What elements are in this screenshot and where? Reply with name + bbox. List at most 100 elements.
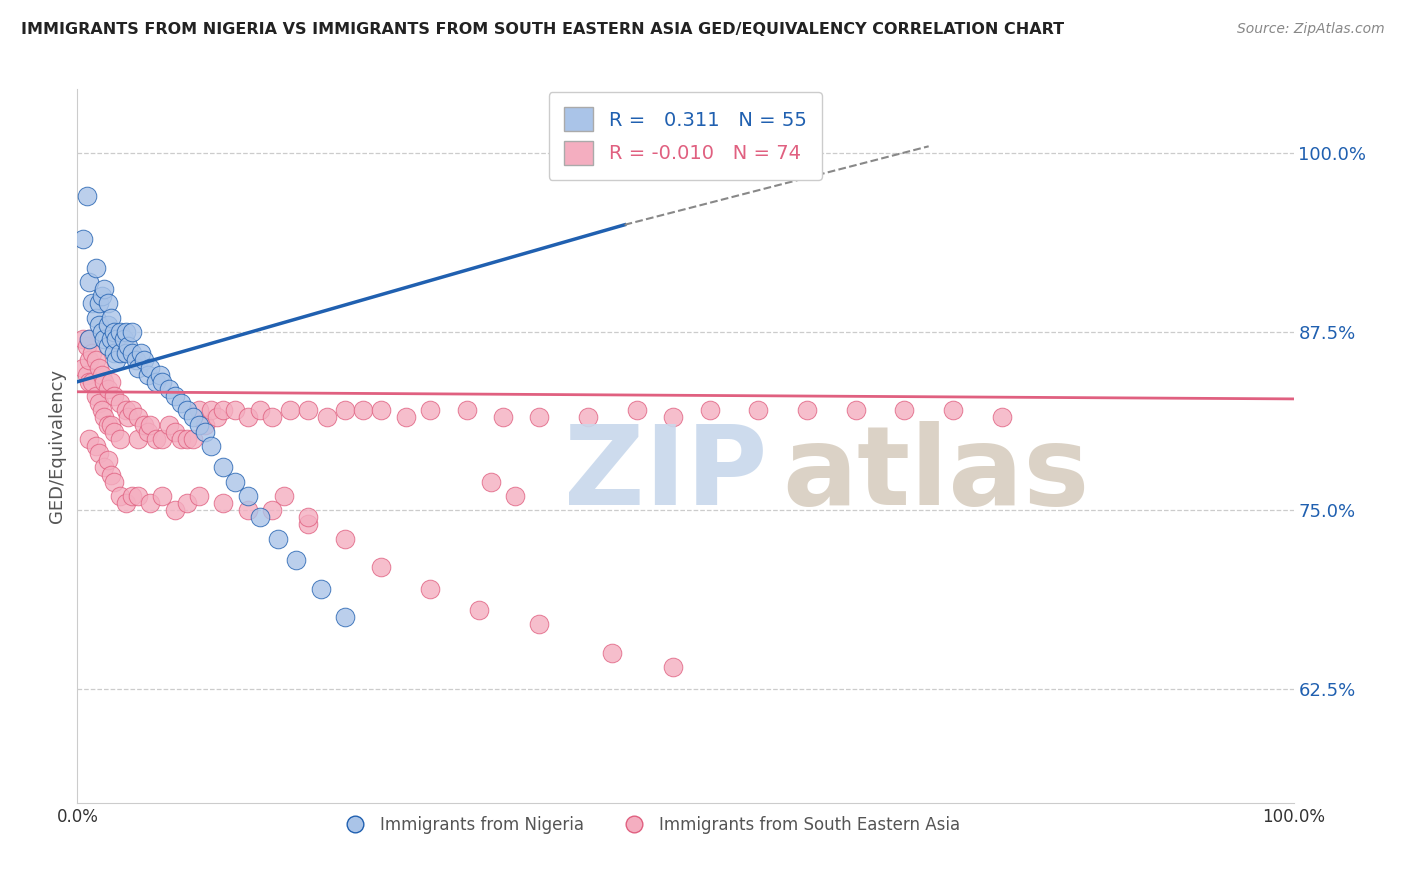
Point bbox=[333, 403, 356, 417]
Point bbox=[121, 489, 143, 503]
Point bbox=[157, 417, 180, 432]
Point bbox=[662, 660, 685, 674]
Point bbox=[479, 475, 502, 489]
Point bbox=[626, 403, 648, 417]
Point bbox=[163, 503, 186, 517]
Point bbox=[249, 403, 271, 417]
Point bbox=[93, 410, 115, 425]
Point bbox=[121, 403, 143, 417]
Point bbox=[115, 496, 138, 510]
Point bbox=[297, 517, 319, 532]
Point bbox=[492, 410, 515, 425]
Point bbox=[163, 389, 186, 403]
Point bbox=[90, 325, 112, 339]
Point bbox=[236, 410, 259, 425]
Point bbox=[100, 417, 122, 432]
Point bbox=[273, 489, 295, 503]
Point bbox=[134, 353, 156, 368]
Point bbox=[80, 375, 103, 389]
Point bbox=[212, 403, 235, 417]
Point bbox=[529, 410, 551, 425]
Point bbox=[188, 489, 211, 503]
Point bbox=[80, 296, 103, 310]
Point bbox=[212, 496, 235, 510]
Point bbox=[89, 360, 111, 375]
Point bbox=[76, 368, 98, 382]
Point bbox=[108, 325, 131, 339]
Point bbox=[76, 189, 98, 203]
Point bbox=[278, 403, 301, 417]
Point bbox=[108, 346, 131, 360]
Point bbox=[89, 446, 111, 460]
Point bbox=[97, 417, 120, 432]
Point bbox=[181, 432, 204, 446]
Point bbox=[163, 425, 186, 439]
Point bbox=[97, 339, 120, 353]
Point bbox=[105, 353, 128, 368]
Point bbox=[100, 375, 122, 389]
Point bbox=[467, 603, 489, 617]
Point bbox=[72, 332, 94, 346]
Point bbox=[145, 375, 167, 389]
Point bbox=[108, 489, 131, 503]
Point bbox=[370, 560, 392, 574]
Point bbox=[121, 346, 143, 360]
Point bbox=[134, 417, 156, 432]
Point bbox=[97, 453, 120, 467]
Point bbox=[127, 489, 149, 503]
Point bbox=[333, 532, 356, 546]
Point bbox=[145, 432, 167, 446]
Point bbox=[80, 346, 103, 360]
Y-axis label: GED/Equivalency: GED/Equivalency bbox=[48, 369, 66, 523]
Point bbox=[115, 325, 138, 339]
Point bbox=[89, 296, 111, 310]
Point bbox=[90, 289, 112, 303]
Point bbox=[79, 332, 101, 346]
Point bbox=[115, 403, 138, 417]
Point bbox=[108, 396, 131, 410]
Point bbox=[125, 353, 148, 368]
Point bbox=[224, 475, 246, 489]
Point bbox=[84, 260, 107, 275]
Point bbox=[602, 646, 624, 660]
Point bbox=[93, 375, 115, 389]
Point bbox=[260, 410, 283, 425]
Point bbox=[249, 510, 271, 524]
Point bbox=[105, 332, 128, 346]
Point bbox=[97, 318, 120, 332]
Point bbox=[529, 617, 551, 632]
Point bbox=[224, 403, 246, 417]
Point bbox=[456, 403, 478, 417]
Point bbox=[170, 396, 193, 410]
Point bbox=[236, 503, 259, 517]
Point bbox=[260, 503, 283, 517]
Point bbox=[103, 325, 125, 339]
Point bbox=[127, 360, 149, 375]
Point bbox=[297, 403, 319, 417]
Point bbox=[315, 410, 337, 425]
Text: Source: ZipAtlas.com: Source: ZipAtlas.com bbox=[1237, 22, 1385, 37]
Point bbox=[121, 325, 143, 339]
Point bbox=[112, 332, 135, 346]
Point bbox=[157, 382, 180, 396]
Point bbox=[503, 489, 526, 503]
Point bbox=[100, 332, 122, 346]
Point bbox=[97, 296, 120, 310]
Point bbox=[285, 553, 308, 567]
Point bbox=[139, 360, 162, 375]
Point bbox=[152, 489, 174, 503]
Point bbox=[576, 410, 599, 425]
Point bbox=[212, 460, 235, 475]
Point bbox=[139, 496, 162, 510]
Point bbox=[194, 425, 217, 439]
Point bbox=[79, 353, 101, 368]
Point bbox=[152, 432, 174, 446]
Point bbox=[93, 460, 115, 475]
Text: atlas: atlas bbox=[783, 421, 1090, 528]
Point bbox=[89, 318, 111, 332]
Point bbox=[699, 403, 721, 417]
Point bbox=[89, 396, 111, 410]
Point bbox=[72, 360, 94, 375]
Point bbox=[127, 410, 149, 425]
Point bbox=[72, 232, 94, 246]
